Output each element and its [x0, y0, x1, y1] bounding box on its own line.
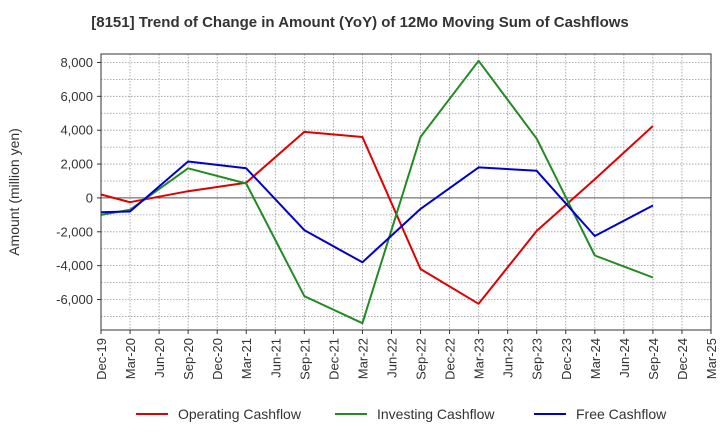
y-axis-label: Amount (million yen): [6, 128, 22, 256]
x-tick-label: Dec-24: [675, 338, 690, 380]
x-tick-label: Sep-20: [181, 338, 196, 380]
chart-title: [8151] Trend of Change in Amount (YoY) o…: [91, 14, 629, 31]
x-tick-label: Mar-21: [239, 338, 254, 379]
legend-label: Operating Cashflow: [178, 406, 302, 422]
plot-area: [101, 54, 711, 330]
series-line-1: [100, 125, 654, 305]
x-tick-label: Dec-19: [94, 338, 109, 380]
x-tick-label: Dec-22: [443, 338, 458, 380]
x-tick-label: Mar-25: [704, 338, 719, 379]
plot-border: [100, 53, 712, 331]
x-tick-label: Dec-21: [326, 338, 341, 380]
x-tick-label: Sep-24: [646, 338, 661, 380]
legend-label: Free Cashflow: [576, 406, 667, 422]
series-lines: [100, 59, 654, 325]
axes: 8,000 6,000 4,000 2,000 0 -2,000 -4,000 -6,000 D…: [6, 53, 719, 380]
y-tick-label: 6,000: [60, 89, 93, 104]
x-tick-label: Sep-22: [414, 338, 429, 380]
x-tick-label: Dec-23: [559, 338, 574, 380]
y-tick-label: 8,000: [60, 55, 93, 70]
legend: Operating Cashflow Investing Cashflow Free…: [136, 406, 667, 422]
series-line-3: [100, 160, 654, 264]
x-tick-label: Mar-23: [472, 338, 487, 379]
y-tick-label: 2,000: [60, 157, 93, 172]
x-tick-label: Jun-22: [384, 338, 399, 378]
y-tick-label: -4,000: [56, 258, 93, 273]
x-tick-label: Sep-21: [297, 338, 312, 380]
x-tick-label: Mar-24: [588, 338, 603, 379]
y-tick-label: 0: [86, 190, 93, 205]
x-tick-label: Jun-20: [152, 338, 167, 378]
x-tick-label: Jun-21: [268, 338, 283, 378]
y-tick-label: -2,000: [56, 224, 93, 239]
legend-label: Investing Cashflow: [377, 406, 495, 422]
x-tick-label: Jun-23: [501, 338, 516, 378]
y-tick-label: -6,000: [56, 292, 93, 307]
x-tick-label: Mar-22: [355, 338, 370, 379]
x-tick-label: Dec-20: [210, 338, 225, 380]
x-tick-label: Mar-20: [123, 338, 138, 379]
y-tick-label: 4,000: [60, 123, 93, 138]
x-tick-label: Sep-23: [530, 338, 545, 380]
x-tick-label: Jun-24: [617, 338, 632, 378]
series-line-2: [100, 59, 654, 325]
plot-background: [101, 54, 711, 330]
